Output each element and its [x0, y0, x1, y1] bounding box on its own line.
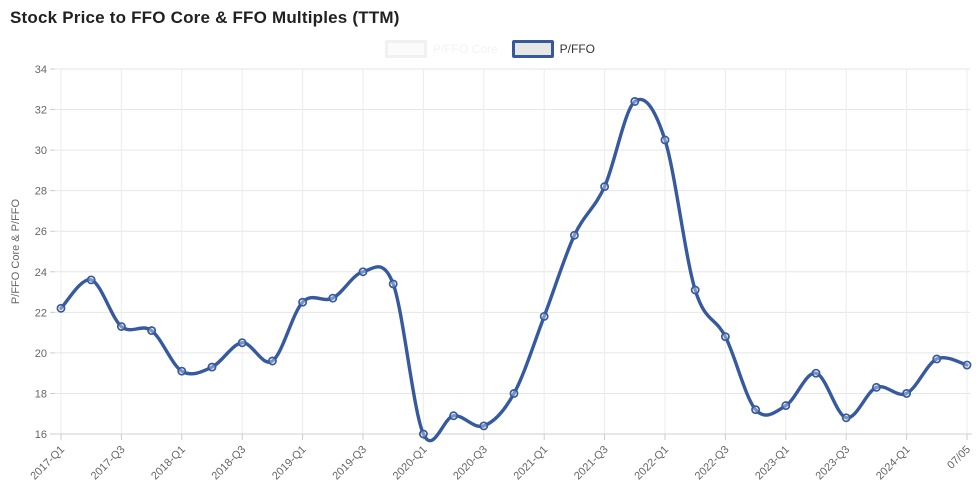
x-axis-tick-label: 2023-Q1	[753, 444, 792, 483]
pffo-series-line[interactable]	[59, 97, 969, 443]
y-axis-tick-label: 34	[35, 64, 47, 76]
data-point-marker[interactable]: 2023-Q2: 19	[811, 368, 821, 378]
data-point-marker[interactable]: 2022-Q3: 20.8	[720, 332, 730, 342]
x-axis-tick-label: 2021-Q3	[572, 444, 611, 483]
legend-item-label: P/FFO	[559, 42, 596, 56]
data-point-marker[interactable]: 2019-Q3: 24	[358, 267, 368, 277]
x-axis-tick-label: 2019-Q3	[330, 444, 369, 483]
legend-item-label: P/FFO Core	[432, 42, 498, 56]
data-point-marker[interactable]: 2022-Q4: 17.2	[751, 405, 761, 415]
x-axis-tick-label: 2024-Q1	[874, 444, 913, 483]
data-point-marker[interactable]: 2021-Q1: 21.8	[539, 311, 549, 321]
data-point-marker[interactable]: 2018-Q1: 19.1	[177, 366, 187, 376]
page-title: Stock Price to FFO Core & FFO Multiples …	[10, 8, 400, 27]
data-point-marker[interactable]: 07/05: 19.4	[962, 360, 972, 370]
y-axis-tick-label: 26	[35, 226, 47, 238]
y-axis-tick-label: 24	[35, 267, 47, 279]
data-point-marker[interactable]: 2023-Q3: 16.8	[841, 413, 851, 423]
data-point-marker[interactable]: 2021-Q3: 28.2	[600, 182, 610, 192]
data-point-marker[interactable]: 2023-Q4: 18.3	[871, 382, 881, 392]
y-axis-tick-label: 16	[35, 429, 47, 441]
data-point-marker[interactable]: 2020-Q1: 16	[418, 429, 428, 439]
data-point-marker[interactable]: 2019-Q2: 22.7	[328, 293, 338, 303]
y-axis-tick-label: 28	[35, 186, 47, 198]
y-axis-tick-label: 18	[35, 388, 47, 400]
x-axis-tick-label: 2018-Q3	[210, 444, 249, 483]
y-axis-tick-label: 32	[35, 105, 47, 117]
x-axis-tick-label: 2019-Q1	[270, 444, 309, 483]
data-point-marker[interactable]: 2020-Q3: 16.4	[479, 421, 489, 431]
y-axis-tick-label: 30	[35, 145, 47, 157]
data-point-marker[interactable]: 2020-Q4: 18	[509, 388, 519, 398]
legend-item-pffo-core-hidden[interactable]: P/FFO Core	[384, 40, 498, 58]
data-point-marker[interactable]: 2018-Q3: 20.5	[237, 338, 247, 348]
x-axis-tick-label: 2022-Q3	[693, 444, 732, 483]
data-point-marker[interactable]: 2017-Q2: 23.6	[86, 275, 96, 285]
x-axis-tick-label: 2020-Q1	[391, 444, 430, 483]
data-point-marker[interactable]: 2019-Q1: 22.5	[298, 297, 308, 307]
y-axis-tick-label: 20	[35, 348, 47, 360]
data-point-marker[interactable]: 2017-Q4: 21.1	[147, 326, 157, 336]
legend-swatch-icon	[511, 40, 554, 58]
data-point-marker[interactable]: 2022-Q1: 30.5	[660, 135, 670, 145]
data-point-marker[interactable]: 2020-Q2: 16.9	[449, 411, 459, 421]
legend-swatch-icon	[384, 40, 427, 58]
data-point-marker[interactable]: 2017-Q1: 22.2	[56, 303, 66, 313]
x-axis-tick-label: 2017-Q3	[89, 444, 128, 483]
legend: P/FFO Core P/FFO	[0, 40, 980, 58]
data-point-marker[interactable]: 2022-Q2: 23.1	[690, 285, 700, 295]
x-axis-tick-label: 2020-Q3	[451, 444, 490, 483]
x-axis-tick-label: 2018-Q1	[149, 444, 188, 483]
x-axis-tick-label: 2017-Q1	[28, 444, 67, 483]
data-point-marker[interactable]: 2018-Q4: 19.6	[267, 356, 277, 366]
data-point-marker[interactable]: 2021-Q2: 25.8	[569, 230, 579, 240]
data-point-marker[interactable]: 2018-Q2: 19.3	[207, 362, 217, 372]
data-point-marker[interactable]: 2021-Q4: 32.4	[630, 96, 640, 106]
data-point-marker[interactable]: 2019-Q4: 23.4	[388, 279, 398, 289]
x-axis-tick-label: 07/05	[945, 444, 973, 472]
x-axis-tick-label: 2022-Q1	[632, 444, 671, 483]
legend-item-pffo[interactable]: P/FFO	[511, 40, 596, 58]
data-point-marker[interactable]: 2024-Q1: 18	[902, 388, 912, 398]
data-point-marker[interactable]: 2024-Q2: 19.7	[932, 354, 942, 364]
y-axis-title: P/FFO Core & P/FFO	[10, 198, 22, 304]
y-axis-tick-label: 22	[35, 307, 47, 319]
x-axis-tick-label: 2023-Q3	[814, 444, 853, 483]
data-point-marker[interactable]: 2023-Q1: 17.4	[781, 401, 791, 411]
x-axis-tick-label: 2021-Q1	[512, 444, 551, 483]
data-point-marker[interactable]: 2017-Q3: 21.3	[116, 322, 126, 331]
